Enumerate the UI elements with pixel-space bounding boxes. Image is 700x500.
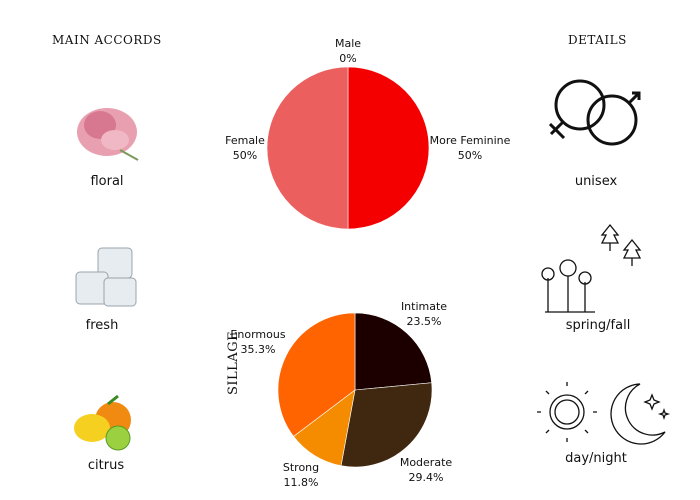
ice-cubes-icon bbox=[75, 247, 137, 307]
citrus-fruit-icon bbox=[74, 394, 131, 451]
main-accords-heading: MAIN ACCORDS bbox=[52, 33, 162, 47]
slice-enormous bbox=[277, 312, 356, 437]
slice-more-feminine bbox=[347, 66, 430, 230]
label-strong: Strong 11.8% bbox=[282, 461, 320, 489]
sillage-pie bbox=[277, 312, 433, 468]
label-moderate: Moderate 29.4% bbox=[399, 456, 453, 484]
slice-intimate bbox=[354, 312, 432, 391]
detail-label-unisex: unisex bbox=[574, 174, 618, 189]
label-intimate: Intimate 23.5% bbox=[400, 300, 448, 328]
gender-icon bbox=[548, 79, 641, 146]
accord-label-floral: floral bbox=[90, 174, 124, 189]
season-icon bbox=[541, 223, 642, 313]
gender-pie bbox=[266, 66, 430, 230]
label-enormous: Enormous 35.3% bbox=[230, 328, 286, 356]
detail-label-daynight: day/night bbox=[565, 451, 627, 466]
details-heading: DETAILS bbox=[568, 33, 627, 47]
sun-moon-icon bbox=[537, 382, 671, 445]
flower-icon bbox=[77, 108, 139, 161]
accord-label-citrus: citrus bbox=[87, 458, 125, 473]
detail-label-season: spring/fall bbox=[565, 318, 631, 333]
slice-moderate bbox=[340, 382, 433, 468]
label-male: Male 0% bbox=[334, 37, 362, 65]
accord-label-fresh: fresh bbox=[85, 318, 119, 333]
label-more-feminine: More Feminine 50% bbox=[429, 134, 511, 162]
slice-female bbox=[266, 66, 349, 230]
label-female: Female 50% bbox=[225, 134, 265, 162]
